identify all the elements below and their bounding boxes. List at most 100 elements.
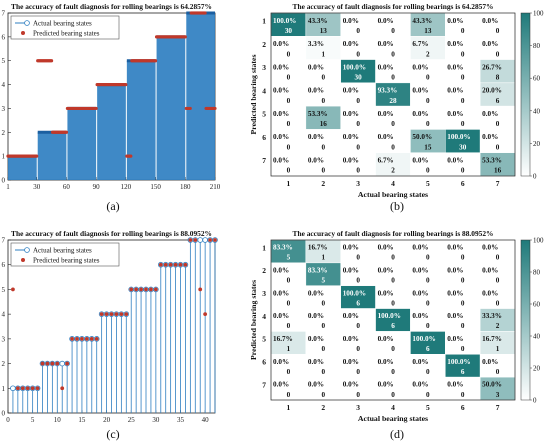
cell-percent: 0.0% bbox=[273, 40, 289, 48]
cell-percent: 0.0% bbox=[412, 266, 428, 274]
cell-count: 0 bbox=[496, 27, 500, 35]
colorbar-tick-label: 80 bbox=[533, 42, 541, 50]
cell-percent: 0.0% bbox=[343, 40, 359, 48]
cell-count: 1 bbox=[321, 254, 325, 262]
cell-percent: 0.0% bbox=[273, 312, 289, 320]
cell-count: 1 bbox=[287, 345, 291, 353]
cell-count: 0 bbox=[287, 368, 291, 376]
x-tick-label: 40 bbox=[202, 416, 210, 424]
matrix-border bbox=[270, 12, 516, 177]
predicted-point bbox=[15, 386, 20, 391]
cell-percent: 100.0% bbox=[412, 335, 435, 343]
cell-percent: 0.0% bbox=[273, 87, 289, 95]
x-tick-label: 25 bbox=[128, 416, 136, 424]
cell-percent: 100.0% bbox=[343, 289, 366, 297]
cell-count: 0 bbox=[287, 97, 291, 105]
cell-count: 0 bbox=[426, 368, 430, 376]
cell-percent: 0.0% bbox=[308, 63, 324, 71]
actual-point bbox=[197, 237, 204, 243]
cell-percent: 100.0% bbox=[343, 63, 366, 71]
cell-count: 6 bbox=[426, 345, 430, 353]
predicted-point bbox=[89, 336, 94, 341]
cell-count: 0 bbox=[287, 167, 291, 175]
predicted-point bbox=[99, 312, 104, 317]
scatter-panel-0: The accuracy of fault diagnosis for roll… bbox=[2, 2, 221, 191]
cell-percent: 0.0% bbox=[447, 40, 463, 48]
cell-percent: 0.0% bbox=[378, 335, 394, 343]
cell-percent: 0.0% bbox=[378, 63, 394, 71]
predicted-point bbox=[45, 361, 50, 366]
cell-count: 0 bbox=[356, 368, 360, 376]
actual-point bbox=[10, 385, 16, 392]
cell-count: 0 bbox=[496, 120, 500, 128]
cell-count: 28 bbox=[389, 97, 397, 105]
x-tick-label: 5 bbox=[426, 179, 430, 188]
cell-percent: 0.0% bbox=[412, 289, 428, 297]
cell-count: 30 bbox=[459, 143, 467, 151]
scatter-panel-2: The accuracy of fault diagnosis for roll… bbox=[2, 229, 218, 424]
cell-count: 0 bbox=[461, 27, 465, 35]
y-tick-label: 5 bbox=[2, 57, 6, 65]
cell-count: 0 bbox=[321, 167, 325, 175]
cell-percent: 0.0% bbox=[273, 63, 289, 71]
cell-percent: 33.3% bbox=[482, 312, 502, 320]
x-tick-label: 120 bbox=[121, 183, 132, 191]
x-tick-label: 150 bbox=[150, 183, 161, 191]
cell-count: 0 bbox=[391, 120, 395, 128]
predicted-point bbox=[25, 386, 30, 391]
cell-percent: 0.0% bbox=[482, 110, 498, 118]
cell-count: 0 bbox=[391, 277, 395, 285]
actual-stem-block bbox=[97, 84, 126, 180]
cell-percent: 0.0% bbox=[343, 133, 359, 141]
cell-percent: 0.0% bbox=[343, 358, 359, 366]
predicted-point bbox=[114, 312, 119, 317]
cell-percent: 20.0% bbox=[482, 87, 502, 95]
legend-actual-label: Actual bearing states bbox=[33, 20, 92, 28]
y-axis-label: Predicted bearing states bbox=[249, 55, 258, 135]
cell-percent: 0.0% bbox=[482, 244, 498, 252]
cell-count: 16 bbox=[320, 120, 328, 128]
cell-percent: 0.0% bbox=[378, 40, 394, 48]
cell-count: 0 bbox=[287, 50, 291, 58]
cell-percent: 0.0% bbox=[447, 110, 463, 118]
cell-count: 0 bbox=[321, 143, 325, 151]
colorbar-tick-label: 80 bbox=[533, 269, 541, 277]
y-tick-label: 4 bbox=[262, 312, 266, 321]
cell-count: 6 bbox=[461, 368, 465, 376]
cell-count: 8 bbox=[496, 74, 500, 82]
cell-count: 6 bbox=[496, 97, 500, 105]
cell-count: 0 bbox=[391, 50, 395, 58]
predicted-point bbox=[84, 336, 89, 341]
cell-count: 0 bbox=[287, 322, 291, 330]
actual-stem-block bbox=[37, 132, 67, 180]
x-tick-label: 2 bbox=[321, 179, 325, 188]
colorbar-tick-label: 40 bbox=[533, 333, 541, 341]
cell-percent: 83.3% bbox=[273, 244, 293, 252]
cell-count: 0 bbox=[461, 254, 465, 262]
y-tick-label: 5 bbox=[262, 335, 266, 344]
cell-count: 0 bbox=[426, 299, 430, 307]
predicted-point bbox=[129, 287, 134, 292]
cell-count: 0 bbox=[287, 391, 291, 399]
y-tick-label: 6 bbox=[262, 133, 266, 142]
cell-count: 0 bbox=[496, 50, 500, 58]
y-tick-label: 2 bbox=[2, 129, 6, 137]
x-axis-label: Actual bearing states bbox=[358, 190, 428, 199]
x-tick-label: 5 bbox=[426, 403, 430, 412]
predicted-point bbox=[153, 287, 158, 292]
y-tick-label: 4 bbox=[2, 311, 6, 319]
cell-percent: 53.3% bbox=[482, 156, 502, 164]
cell-percent: 16.7% bbox=[482, 335, 502, 343]
cell-count: 2 bbox=[496, 322, 500, 330]
predicted-point bbox=[50, 361, 55, 366]
cell-count: 0 bbox=[287, 74, 291, 82]
x-tick-label: 3 bbox=[356, 403, 360, 412]
x-tick-label: 1 bbox=[287, 403, 291, 412]
cell-percent: 0.0% bbox=[482, 266, 498, 274]
cell-count: 0 bbox=[496, 368, 500, 376]
predicted-point bbox=[158, 262, 163, 267]
colorbar-tick-label: 20 bbox=[533, 140, 541, 148]
cell-count: 5 bbox=[321, 277, 325, 285]
predicted-point bbox=[208, 238, 212, 242]
